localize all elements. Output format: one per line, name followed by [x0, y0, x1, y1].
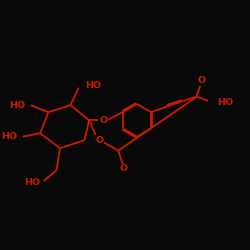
Text: O: O [119, 164, 128, 173]
Text: HO: HO [24, 178, 40, 186]
Text: HO: HO [10, 101, 26, 110]
Text: HO: HO [85, 81, 101, 90]
Text: HO: HO [2, 132, 18, 141]
Text: O: O [99, 116, 107, 125]
Text: HO: HO [217, 98, 233, 107]
Text: O: O [197, 76, 205, 86]
Text: O: O [96, 136, 104, 145]
